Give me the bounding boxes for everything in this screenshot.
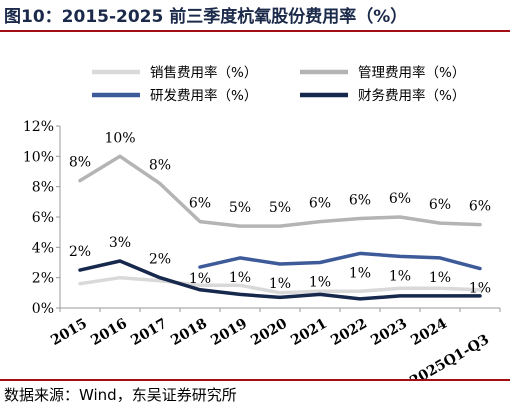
x-tick-label: 2021 (288, 316, 330, 349)
y-tick-label: 12% (23, 119, 54, 135)
data-label: 1% (389, 268, 411, 284)
series-line-0 (78, 275, 482, 295)
data-label: 8% (149, 158, 171, 174)
y-tick-label: 2% (32, 271, 54, 287)
legend-label: 销售费用率（%） (150, 64, 257, 81)
data-label: 10% (104, 130, 135, 146)
y-tick-label: 0% (32, 301, 54, 317)
data-label: 1% (349, 265, 371, 281)
data-label: 2% (69, 244, 91, 260)
data-label: 1% (469, 281, 491, 297)
y-tick-label: 4% (32, 240, 54, 256)
legend-label: 管理费用率（%） (358, 64, 465, 81)
data-label: 6% (469, 199, 491, 215)
data-label: 1% (229, 270, 251, 286)
series-line-1 (78, 154, 482, 228)
series-line-3 (78, 259, 482, 301)
data-label: 1% (309, 275, 331, 291)
y-tick-label: 8% (32, 180, 54, 196)
title-rule (0, 30, 510, 32)
x-tick-label: 2022 (328, 316, 370, 349)
series-line-2 (198, 251, 482, 271)
data-label: 3% (109, 235, 131, 251)
legend-label: 研发费用率（%） (150, 87, 257, 104)
x-tick-label: 2023 (368, 316, 410, 349)
x-tick-label: 2020 (248, 315, 290, 348)
figure-title: 图10：2015-2025 前三季度杭氧股份费用率（%） (4, 7, 408, 27)
data-label: 1% (269, 276, 291, 292)
source-rule (0, 379, 510, 381)
data-label: 6% (309, 196, 331, 212)
data-label: 6% (349, 193, 371, 209)
x-tick-label: 2024 (408, 315, 450, 348)
x-tick-label: 2016 (88, 316, 130, 349)
data-label: 8% (69, 155, 91, 171)
data-label: 2% (149, 252, 171, 268)
data-label: 1% (429, 270, 451, 286)
data-label: 6% (189, 196, 211, 212)
data-label: 5% (229, 200, 251, 216)
data-label: 6% (429, 197, 451, 213)
data-label: 6% (389, 191, 411, 207)
y-tick-label: 10% (23, 149, 54, 165)
x-tick-label: 2019 (208, 316, 250, 349)
data-label: 1% (189, 271, 211, 287)
x-tick-label: 2015 (48, 316, 90, 349)
y-tick-label: 6% (32, 210, 54, 226)
x-tick-label: 2018 (168, 316, 210, 349)
x-tick-label: 2017 (128, 316, 170, 349)
expense-ratio-chart: 0% 2% 4% 6% 8% 10% 12% 201520162017201820192020… (23, 64, 501, 380)
data-label: 5% (269, 200, 291, 216)
source-note: 数据来源：Wind，东吴证券研究所 (4, 386, 237, 404)
legend-label: 财务费用率（%） (358, 87, 465, 104)
